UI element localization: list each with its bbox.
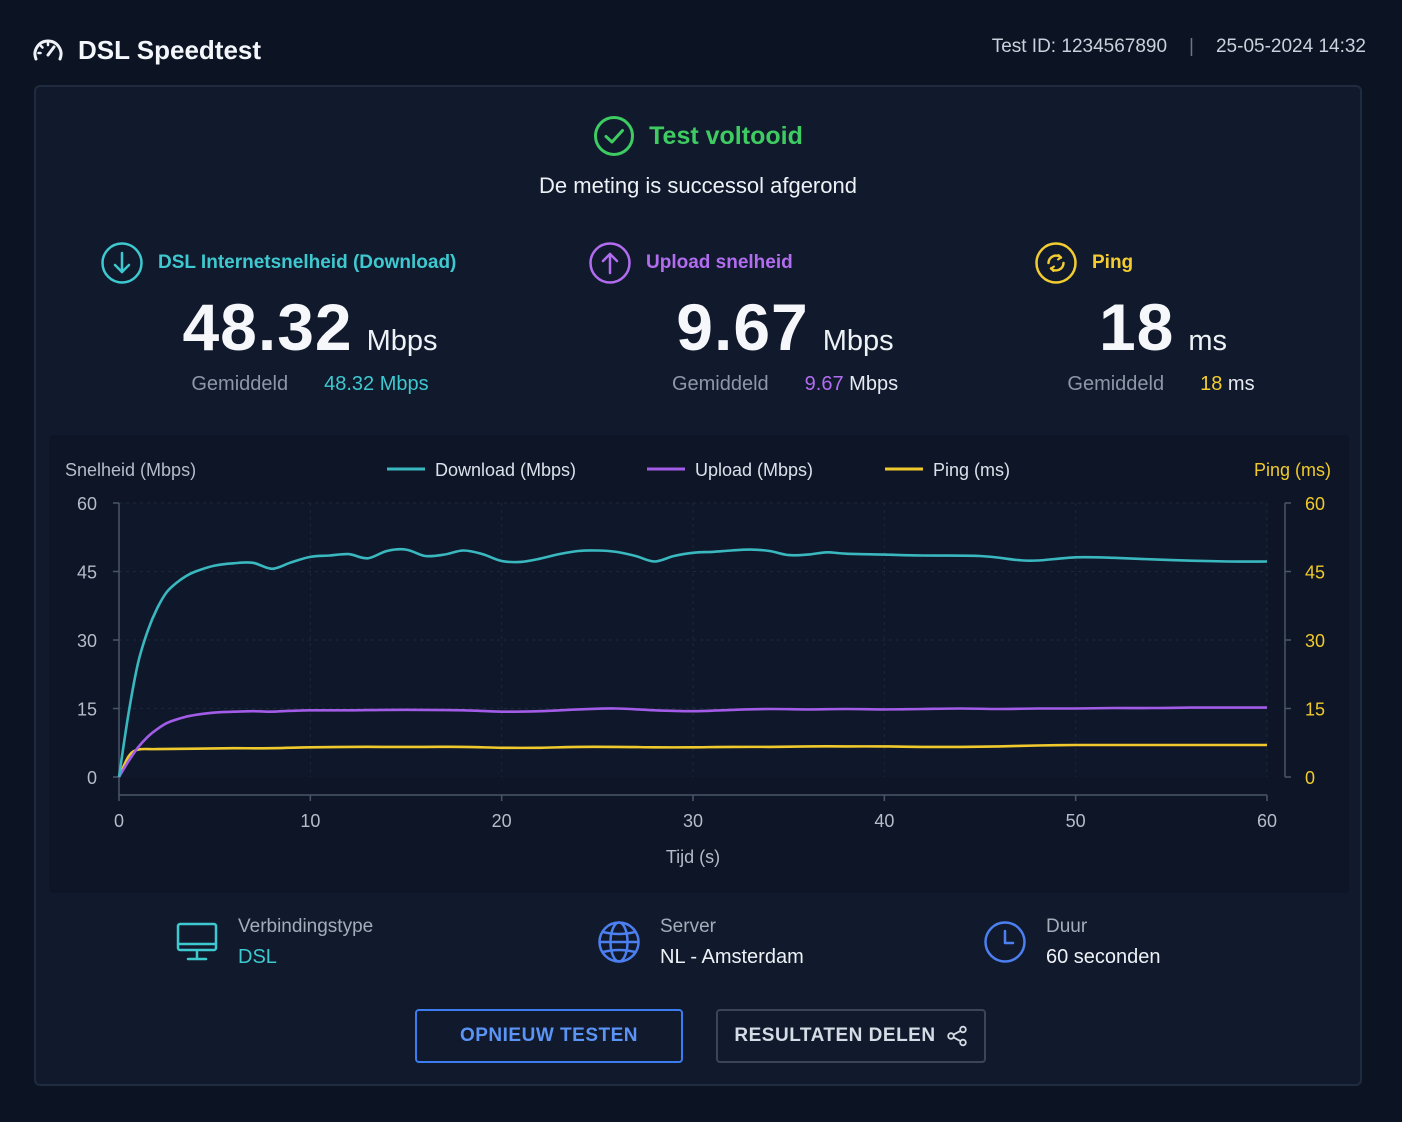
metric-upload-average: Gemiddeld 9.67 Mbps [575, 373, 995, 396]
globe-icon [598, 921, 640, 963]
x-tick-label: 10 [300, 811, 320, 831]
metric-ping-average: Gemiddeld 18 ms [996, 373, 1326, 396]
ping-avg-label: Gemiddeld [1067, 373, 1165, 395]
test-id-label: Test ID: [991, 36, 1057, 57]
connection-type-value: DSL [238, 945, 277, 968]
check-circle-icon [594, 116, 635, 156]
metric-upload-label: Upload snelheid [646, 252, 793, 273]
x-tick-label: 60 [1257, 811, 1277, 831]
ping-value: 18 [1098, 290, 1175, 364]
upload-unit: Mbps [822, 325, 894, 357]
y2-tick-label: 60 [1305, 494, 1325, 514]
metric-download: DSL Internetsnelheid (Download) 48.32 Mb… [100, 241, 520, 411]
clock-icon [984, 921, 1026, 963]
server-label: Server [660, 915, 716, 937]
download-avg-value: 48.32 Mbps [324, 373, 429, 395]
test-id: Test ID: 1234567890 [992, 36, 1167, 58]
retest-button-label: OPNIEUW TESTEN [459, 1025, 638, 1046]
server-value: NL - Amsterdam [660, 945, 804, 968]
status-title: Test voltooid [649, 121, 803, 150]
metric-ping-header: Ping [1034, 241, 1133, 285]
y2-axis-label: Ping (ms) [1254, 460, 1331, 480]
speed-chart: 0 15 30 45 60 0 15 30 45 60 0 10 20 30 40 50 60 Snelheid … [49, 435, 1349, 893]
upload-avg-value: 9.67 [804, 373, 844, 395]
result-card: Test voltooid De meting is successol afg… [34, 85, 1362, 1086]
info-connection-type: Verbindingstype DSL [174, 909, 373, 975]
test-datetime: 25-05-2024 14:32 [1215, 36, 1366, 57]
connection-type-label: Verbindingstype [238, 915, 374, 937]
legend-label: Ping (ms) [933, 460, 1010, 480]
duration-value: 60 seconden [1046, 945, 1161, 968]
ping-avg-unit: ms [1227, 373, 1255, 395]
status-subtitle: De meting is successol afgerond [539, 173, 857, 198]
x-tick-label: 40 [874, 811, 894, 831]
metric-upload-header: Upload snelheid [588, 241, 793, 285]
monitor-icon [176, 922, 218, 961]
x-tick-label: 20 [492, 811, 512, 831]
download-unit: Mbps [366, 325, 438, 357]
brand: DSL Speedtest [32, 30, 261, 70]
metric-download-average: Gemiddeld 48.32 Mbps [100, 373, 520, 396]
y2-tick-label: 30 [1305, 631, 1325, 651]
ping-avg-value: 18 [1200, 373, 1223, 395]
upload-avg-unit: Mbps [849, 373, 899, 395]
app-title: DSL Speedtest [78, 34, 262, 65]
y-axis-label: Snelheid (Mbps) [65, 460, 196, 480]
ping-unit: ms [1188, 325, 1228, 357]
duration-label: Duur [1046, 915, 1088, 937]
ping-circle-icon [1035, 242, 1077, 284]
y2-tick-label: 45 [1305, 563, 1325, 583]
series-line-download [117, 547, 1268, 778]
x-tick-label: 50 [1066, 811, 1086, 831]
x-axis-label: Tijd (s) [666, 847, 720, 867]
metric-ping: Ping 18 ms Gemiddeld 18 ms [1034, 241, 1334, 411]
metric-upload: Upload snelheid 9.67 Mbps Gemiddeld 9.67… [588, 241, 1008, 411]
info-duration: Duur 60 seconden [982, 909, 1161, 975]
upload-speed: 9.67 [676, 290, 809, 364]
y-tick-label: 60 [77, 494, 97, 514]
y2-tick-label: 0 [1305, 768, 1315, 788]
test-id-value: 1234567890 [1061, 36, 1168, 57]
legend-label: Upload (Mbps) [695, 460, 813, 480]
speedometer-icon [33, 39, 63, 61]
y-tick-label: 45 [77, 563, 97, 583]
metric-download-header: DSL Internetsnelheid (Download) [100, 241, 456, 285]
test-meta: Test ID: 1234567890 | 25-05-2024 14:32 [992, 36, 1366, 58]
download-avg-label: Gemiddeld [191, 373, 289, 395]
download-speed: 48.32 [182, 290, 353, 364]
share-icon [946, 1025, 967, 1047]
arrow-down-circle-icon [101, 242, 143, 284]
metric-ping-label: Ping [1092, 252, 1134, 273]
share-button-label: RESULTATEN DELEN [734, 1025, 936, 1046]
y-tick-label: 0 [87, 768, 97, 788]
y-tick-label: 30 [77, 631, 97, 651]
arrow-up-circle-icon [589, 242, 631, 284]
meta-separator: | [1189, 36, 1194, 57]
y2-tick-label: 15 [1305, 700, 1325, 720]
x-tick-label: 0 [114, 811, 124, 831]
metric-download-label: DSL Internetsnelheid (Download) [158, 252, 457, 273]
upload-avg-label: Gemiddeld [671, 373, 769, 395]
metric-ping-value: 18 ms [998, 289, 1328, 365]
status-row: Test voltooid [36, 115, 1360, 157]
x-tick-label: 30 [683, 811, 703, 831]
series-line-ping [117, 743, 1267, 778]
info-server: Server NL - Amsterdam [596, 909, 804, 975]
series-line-upload [117, 706, 1267, 778]
metric-upload-value: 9.67 Mbps [575, 289, 995, 365]
top-bar: DSL Speedtest Test ID: 1234567890 | 25-0… [0, 0, 1402, 86]
speed-chart-svg: 0 15 30 45 60 0 15 30 45 60 0 10 20 30 40 50 60 Snelheid … [65, 460, 1331, 867]
retest-button[interactable]: OPNIEUW TESTEN [415, 1009, 683, 1063]
metric-download-value: 48.32 Mbps [100, 289, 520, 365]
share-results-button[interactable]: RESULTATEN DELEN [716, 1009, 986, 1063]
y-tick-label: 15 [77, 700, 97, 720]
legend-label: Download (Mbps) [435, 460, 576, 480]
